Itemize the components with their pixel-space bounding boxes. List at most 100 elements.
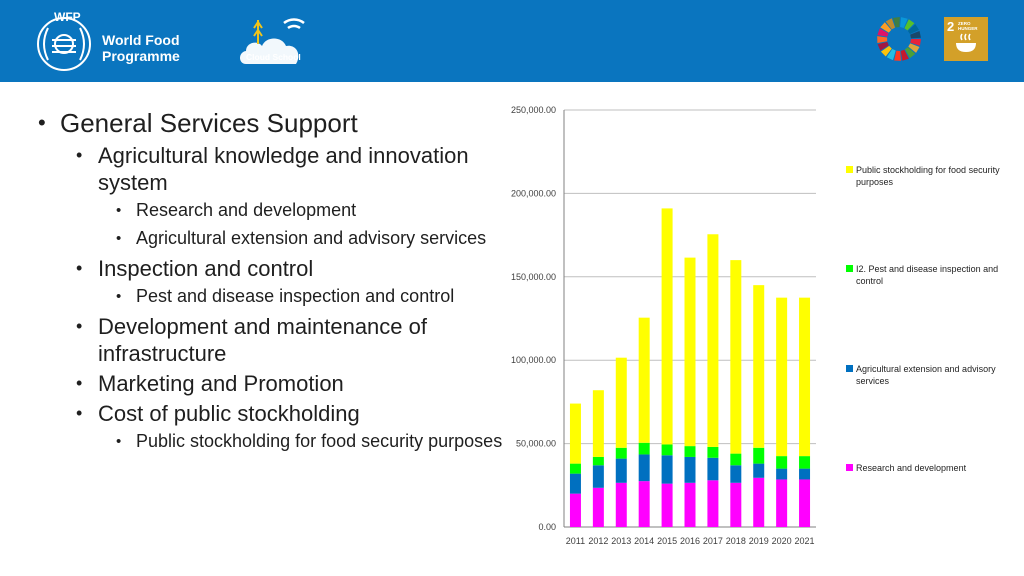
bar-segment-series-3 <box>799 297 811 457</box>
sdg-wheel-segment <box>910 31 921 39</box>
bar-segment-series-1 <box>638 454 650 482</box>
sdg-wheel-segment <box>910 39 921 46</box>
x-tick-label: 2015 <box>657 536 677 546</box>
legend-swatch <box>846 365 853 372</box>
bullet-item-level-2: • Inspection and control <box>38 255 508 282</box>
bar-segment-series-2 <box>592 456 604 466</box>
bar-segment-series-2 <box>569 463 581 474</box>
cloud-school-icon <box>240 18 305 64</box>
bullet-list: • General Services Support • Agricultural k… <box>38 108 508 458</box>
sdg-wheel-segment <box>900 17 908 28</box>
wfp-name-line1: World Food <box>102 32 180 48</box>
bullet-text: Development and maintenance of infrastru… <box>98 314 427 366</box>
sdg-wheel-segment <box>877 28 889 37</box>
bullet-dot: • <box>116 433 122 450</box>
bar-segment-series-0 <box>684 482 696 527</box>
wfp-emblem-icon <box>37 17 91 71</box>
cloud-school-label: Cloud School <box>246 52 301 62</box>
bullet-item-level-3: • Agricultural extension and advisory ser… <box>38 227 508 250</box>
bar-segment-series-0 <box>730 482 742 527</box>
bar-segment-series-3 <box>615 357 627 448</box>
bar-segment-series-1 <box>776 468 788 480</box>
legend-label: Research and development <box>856 463 967 473</box>
header-bar: WFP World Food Programme Cloud School 2 … <box>0 0 1024 82</box>
bullet-dot: • <box>76 316 83 336</box>
sdg-wheel-segment <box>877 36 888 44</box>
y-tick-label: 0.00 <box>538 522 556 532</box>
sdg2-text: ZERO HUNGER <box>958 21 978 31</box>
bar-segment-series-1 <box>569 473 581 494</box>
bullet-text: Inspection and control <box>98 256 314 281</box>
legend-item: I2. Pest and disease inspection and cont… <box>846 263 1016 287</box>
wfp-name-line2: Programme <box>102 48 180 64</box>
bullet-dot: • <box>76 258 83 278</box>
x-tick-label: 2019 <box>749 536 769 546</box>
bar-segment-series-0 <box>661 483 673 527</box>
bar-segment-series-1 <box>753 463 765 478</box>
sdg2-number: 2 <box>947 19 955 34</box>
x-tick-label: 2017 <box>703 536 723 546</box>
y-tick-label: 50,000.00 <box>516 439 556 449</box>
sdg-wheel-segment <box>885 18 896 30</box>
y-tick-label: 250,000.00 <box>511 105 556 115</box>
sdg-wheel-segment <box>894 50 902 61</box>
x-tick-label: 2013 <box>611 536 631 546</box>
bar-segment-series-2 <box>684 446 696 457</box>
wfp-logo[interactable]: WFP World Food Programme <box>34 10 184 74</box>
x-tick-label: 2021 <box>795 536 815 546</box>
x-tick-label: 2011 <box>566 536 585 546</box>
bar-segment-series-3 <box>661 208 673 445</box>
legend-swatch <box>846 265 853 272</box>
sdg-wheel-segment <box>907 24 920 35</box>
bar-segment-series-1 <box>661 455 673 484</box>
legend-label: Public stockholding for food security pu… <box>856 165 1000 187</box>
bar-segment-series-2 <box>707 446 719 458</box>
sdg-wheel-segment <box>886 48 896 61</box>
bullet-dot: • <box>76 403 83 423</box>
bar-segment-series-3 <box>730 260 742 454</box>
bullet-item-level-1: • General Services Support <box>38 108 508 138</box>
bullet-text: Marketing and Promotion <box>98 371 344 396</box>
sdg-wheel-segment <box>900 49 909 61</box>
bullet-dot: • <box>116 202 122 219</box>
x-tick-label: 2020 <box>772 536 792 546</box>
legend-label: I2. Pest and disease inspection and cont… <box>856 264 999 286</box>
bullet-item-level-2: • Development and maintenance of infrastr… <box>38 313 508 367</box>
bar-segment-series-2 <box>638 442 650 455</box>
bullet-text: Research and development <box>136 200 357 220</box>
bowl-icon <box>956 33 976 52</box>
bullet-text: General Services Support <box>60 108 358 138</box>
bar-segment-series-1 <box>799 468 811 480</box>
bar-segment-series-0 <box>776 479 788 527</box>
x-tick-label: 2016 <box>680 536 700 546</box>
bar-segment-series-2 <box>730 453 742 466</box>
bar-segment-series-1 <box>707 457 719 481</box>
bar-segment-series-3 <box>753 285 765 448</box>
sdg-wheel-icon <box>877 17 921 61</box>
legend-label: Agricultural extension and advisory serv… <box>856 364 996 386</box>
bar-segment-series-2 <box>615 447 627 459</box>
bullet-item-level-3: • Public stockholding for food security p… <box>38 430 508 453</box>
bar-segment-series-0 <box>569 493 581 527</box>
bullet-dot: • <box>76 145 83 165</box>
wfp-tag: WFP <box>54 10 81 24</box>
sdg-wheel-segment <box>880 22 892 33</box>
wfp-name: World Food Programme <box>102 32 180 64</box>
sdg-wheel-segment <box>892 17 900 28</box>
legend-swatch <box>846 464 853 471</box>
bullet-text: Public stockholding for food security pu… <box>136 431 503 451</box>
bullet-text: Agricultural extension and advisory serv… <box>136 228 487 248</box>
legend-item: Research and development <box>846 462 1016 474</box>
bar-segment-series-1 <box>592 465 604 488</box>
bar-segment-series-0 <box>753 477 765 527</box>
bar-segment-series-2 <box>776 456 788 469</box>
stacked-bar-chart: 0.00 50,000.00 100,000.00 150,000.00 200,000… <box>511 105 816 546</box>
sdg-wheel-segment <box>904 47 916 59</box>
bar-segment-series-3 <box>684 257 696 447</box>
legend-item: Agricultural extension and advisory serv… <box>846 363 1016 387</box>
bullet-item-level-3: • Pest and disease inspection and control <box>38 285 508 308</box>
sdg-wheel-segment <box>908 43 920 53</box>
bar-segment-series-1 <box>615 458 627 483</box>
bar-segment-series-3 <box>592 390 604 457</box>
x-tick-label: 2014 <box>634 536 654 546</box>
